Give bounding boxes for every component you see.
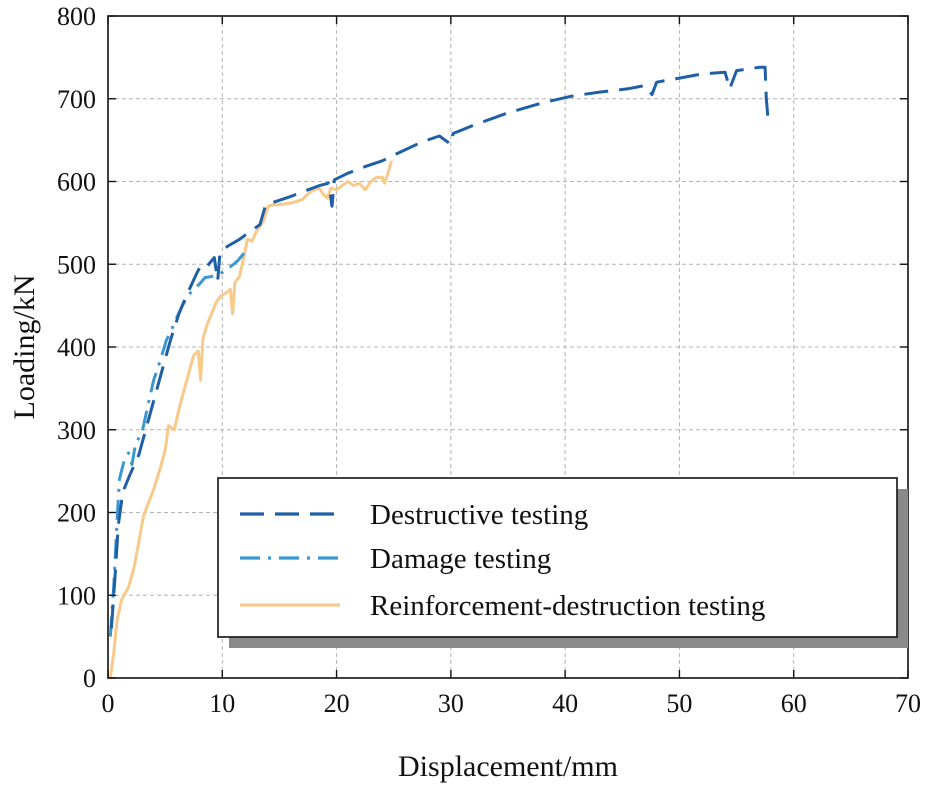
x-tick-label: 20 xyxy=(324,689,350,718)
series-line-0 xyxy=(109,65,771,629)
x-tick-label: 60 xyxy=(781,689,807,718)
legend: Destructive testing Damage testing Reinf… xyxy=(217,477,908,648)
y-tick-label: 500 xyxy=(57,250,96,279)
x-axis-title: Displacement/mm xyxy=(398,750,618,783)
legend-label-reinforcement: Reinforcement-destruction testing xyxy=(370,590,765,622)
y-tick-label: 300 xyxy=(57,416,96,445)
y-axis-title: Loading/kN xyxy=(8,275,41,420)
x-tick-label: 50 xyxy=(666,689,692,718)
x-tick-label: 70 xyxy=(895,689,921,718)
legend-label-damage: Damage testing xyxy=(370,543,551,575)
y-tick-label: 800 xyxy=(57,2,96,31)
y-tick-label: 600 xyxy=(57,168,96,197)
series-layer xyxy=(108,65,771,679)
y-tick-label: 0 xyxy=(83,664,96,693)
x-tick-label: 0 xyxy=(102,689,115,718)
x-tick-label: 40 xyxy=(552,689,578,718)
x-tick-label: 30 xyxy=(438,689,464,718)
y-tick-label: 100 xyxy=(57,581,96,610)
y-tick-label: 700 xyxy=(57,85,96,114)
legend-label-destructive: Destructive testing xyxy=(370,499,588,531)
y-tick-label: 200 xyxy=(57,499,96,528)
x-tick-label: 10 xyxy=(209,689,235,718)
series-line-2 xyxy=(108,160,393,679)
y-tick-label: 400 xyxy=(57,333,96,362)
